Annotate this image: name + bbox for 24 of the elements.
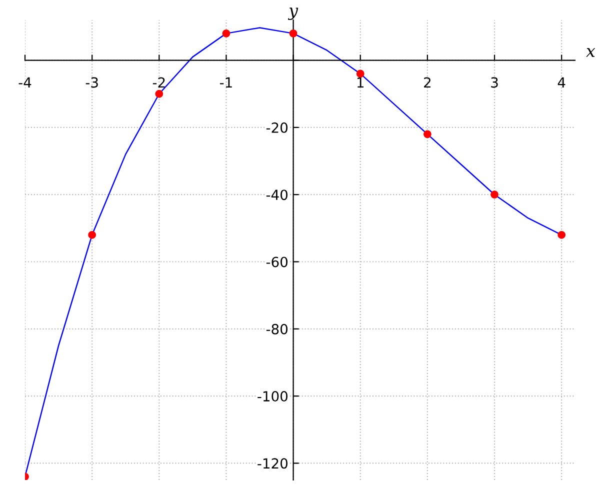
x-tick-label: -1 [220,77,232,88]
x-tick-label: 4 [558,77,566,88]
point [155,90,164,98]
y-tick-label: -100 [258,391,288,402]
point [88,230,96,239]
x-tick-label: 3 [491,77,498,88]
point [356,70,364,78]
y-tick-label: -20 [266,122,288,133]
y-axis-title: y [288,8,298,20]
x-axis-title: x [586,48,596,57]
y-tick-label: -80 [266,324,288,334]
x-tick-label: -3 [86,77,98,88]
point [558,230,566,239]
y-tick-label: -40 [266,190,288,200]
point [423,130,432,138]
point [490,190,498,199]
x-tick-label: -2 [152,77,165,88]
y-tick-label: -120 [258,458,288,469]
y-tick-label: -60 [266,256,288,268]
x-tick-label: 2 [424,77,430,88]
x-tick-label: -4 [18,77,32,88]
point [222,29,230,38]
x-tick-label: 1 [357,77,364,88]
point [289,29,298,38]
